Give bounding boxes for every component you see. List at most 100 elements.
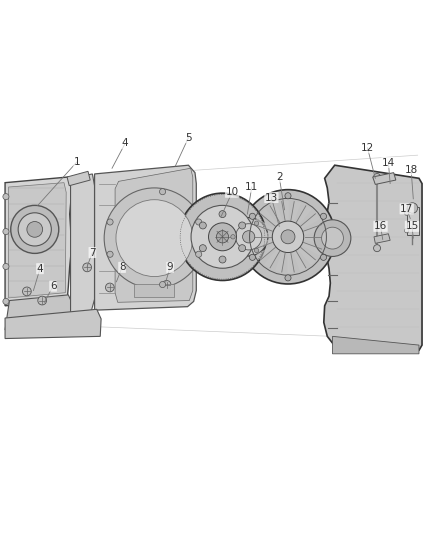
Text: 18: 18	[404, 165, 418, 175]
Polygon shape	[301, 214, 319, 229]
Circle shape	[239, 245, 246, 252]
Polygon shape	[9, 183, 66, 298]
Circle shape	[219, 211, 226, 217]
Polygon shape	[115, 168, 193, 302]
Circle shape	[321, 254, 327, 261]
Circle shape	[249, 254, 255, 261]
Text: 15: 15	[405, 221, 419, 231]
Circle shape	[162, 280, 171, 289]
Circle shape	[321, 227, 343, 249]
Text: 9: 9	[167, 262, 173, 272]
Circle shape	[196, 251, 202, 257]
Polygon shape	[265, 249, 280, 268]
Polygon shape	[254, 219, 274, 231]
Circle shape	[272, 221, 304, 253]
Text: 13: 13	[265, 192, 278, 203]
Text: 14: 14	[382, 158, 395, 167]
Circle shape	[11, 205, 59, 253]
Polygon shape	[5, 309, 101, 338]
Polygon shape	[67, 171, 90, 185]
Polygon shape	[253, 240, 272, 249]
Circle shape	[405, 229, 409, 233]
Polygon shape	[304, 237, 324, 243]
Circle shape	[314, 220, 351, 256]
Polygon shape	[252, 231, 272, 237]
Text: 8: 8	[119, 262, 125, 272]
Circle shape	[241, 190, 335, 284]
Polygon shape	[332, 336, 419, 354]
Text: 5: 5	[185, 133, 192, 143]
Polygon shape	[407, 207, 419, 235]
Polygon shape	[95, 165, 196, 310]
Circle shape	[38, 296, 46, 305]
Circle shape	[107, 251, 113, 257]
Circle shape	[22, 287, 31, 296]
Circle shape	[116, 200, 193, 277]
Circle shape	[321, 213, 327, 220]
Polygon shape	[134, 284, 174, 297]
Polygon shape	[374, 234, 390, 244]
Text: 12: 12	[361, 143, 374, 153]
Text: 2: 2	[276, 172, 283, 182]
Circle shape	[159, 189, 166, 195]
Circle shape	[3, 229, 9, 235]
Circle shape	[236, 224, 262, 250]
Circle shape	[106, 283, 114, 292]
Circle shape	[199, 245, 206, 252]
Circle shape	[159, 281, 166, 288]
Circle shape	[199, 222, 206, 229]
Circle shape	[104, 188, 205, 288]
Circle shape	[254, 221, 259, 225]
Circle shape	[18, 213, 51, 246]
Polygon shape	[299, 247, 315, 264]
Text: 4: 4	[122, 139, 128, 148]
Circle shape	[374, 174, 381, 181]
Polygon shape	[261, 209, 277, 226]
Polygon shape	[276, 253, 285, 272]
Circle shape	[216, 231, 229, 243]
Polygon shape	[282, 201, 288, 221]
Polygon shape	[71, 174, 95, 314]
Circle shape	[249, 213, 255, 220]
Polygon shape	[5, 177, 71, 306]
Text: 4: 4	[37, 264, 43, 273]
Text: 16: 16	[374, 221, 387, 231]
Circle shape	[285, 193, 291, 199]
Circle shape	[208, 223, 237, 251]
Circle shape	[3, 298, 9, 304]
Polygon shape	[288, 253, 294, 272]
Circle shape	[243, 231, 255, 243]
Polygon shape	[324, 165, 422, 350]
Polygon shape	[293, 251, 306, 270]
Circle shape	[191, 205, 254, 268]
Circle shape	[230, 217, 268, 256]
Text: 17: 17	[400, 204, 413, 214]
Circle shape	[219, 256, 226, 263]
Polygon shape	[373, 173, 396, 184]
Circle shape	[285, 275, 291, 281]
Circle shape	[405, 211, 409, 215]
Text: 11: 11	[245, 182, 258, 192]
Text: 1: 1	[74, 157, 81, 167]
Polygon shape	[296, 206, 311, 224]
Circle shape	[239, 222, 246, 229]
Circle shape	[407, 203, 418, 213]
Text: 7: 7	[89, 247, 95, 257]
Polygon shape	[270, 203, 283, 222]
Circle shape	[254, 248, 259, 253]
Circle shape	[231, 235, 235, 239]
Polygon shape	[291, 201, 300, 221]
Polygon shape	[257, 245, 275, 260]
Polygon shape	[302, 243, 321, 255]
Circle shape	[196, 219, 202, 225]
Circle shape	[107, 219, 113, 225]
Polygon shape	[304, 224, 323, 234]
Circle shape	[3, 263, 9, 270]
Text: 10: 10	[226, 187, 239, 197]
Text: 6: 6	[50, 281, 57, 291]
Circle shape	[83, 263, 92, 272]
Circle shape	[3, 193, 9, 200]
Circle shape	[179, 193, 266, 280]
Circle shape	[27, 222, 42, 237]
Polygon shape	[5, 295, 77, 330]
